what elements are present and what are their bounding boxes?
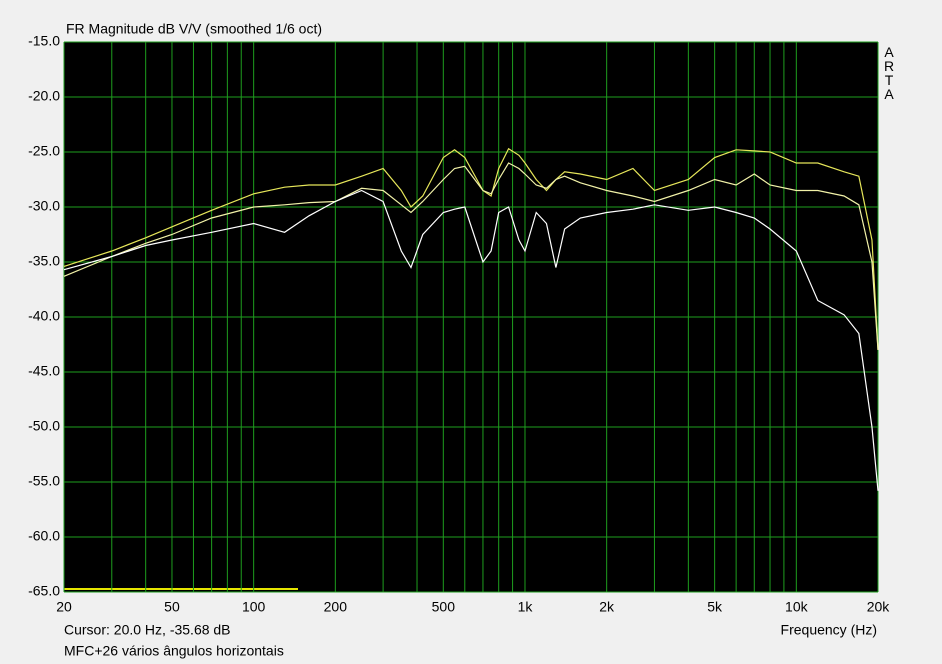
side-label: ARTA bbox=[881, 44, 897, 100]
y-tick-label: -35.0 bbox=[28, 253, 60, 269]
y-tick-label: -30.0 bbox=[28, 198, 60, 214]
x-tick-label: 50 bbox=[164, 599, 180, 615]
y-tick-label: -25.0 bbox=[28, 143, 60, 159]
x-tick-label: 1k bbox=[518, 599, 534, 615]
y-tick-label: -15.0 bbox=[28, 33, 60, 49]
x-tick-label: 5k bbox=[707, 599, 723, 615]
cursor-text: Cursor: 20.0 Hz, -35.68 dB bbox=[64, 622, 231, 638]
series-line bbox=[63, 162, 879, 351]
chart-title: FR Magnitude dB V/V (smoothed 1/6 oct) bbox=[66, 21, 322, 37]
y-tick-label: -65.0 bbox=[28, 583, 60, 599]
x-tick-label: 100 bbox=[242, 599, 266, 615]
note: MFC+26 vários ângulos horizontais bbox=[64, 643, 284, 659]
x-tick-label: 200 bbox=[324, 599, 348, 615]
series-line bbox=[63, 147, 879, 351]
x-axis-label: Frequency (Hz) bbox=[781, 622, 877, 638]
y-tick-label: -55.0 bbox=[28, 473, 60, 489]
x-tick-label: 2k bbox=[599, 599, 615, 615]
y-tick-label: -20.0 bbox=[28, 88, 60, 104]
series-line bbox=[63, 189, 879, 491]
x-tick-label: 10k bbox=[785, 599, 809, 615]
y-tick-label: -40.0 bbox=[28, 308, 60, 324]
x-tick-label: 20k bbox=[867, 599, 891, 615]
y-tick-label: -45.0 bbox=[28, 363, 60, 379]
y-tick-label: -60.0 bbox=[28, 528, 60, 544]
y-tick-label: -50.0 bbox=[28, 418, 60, 434]
x-tick-label: 500 bbox=[432, 599, 456, 615]
x-tick-label: 20 bbox=[56, 599, 72, 615]
